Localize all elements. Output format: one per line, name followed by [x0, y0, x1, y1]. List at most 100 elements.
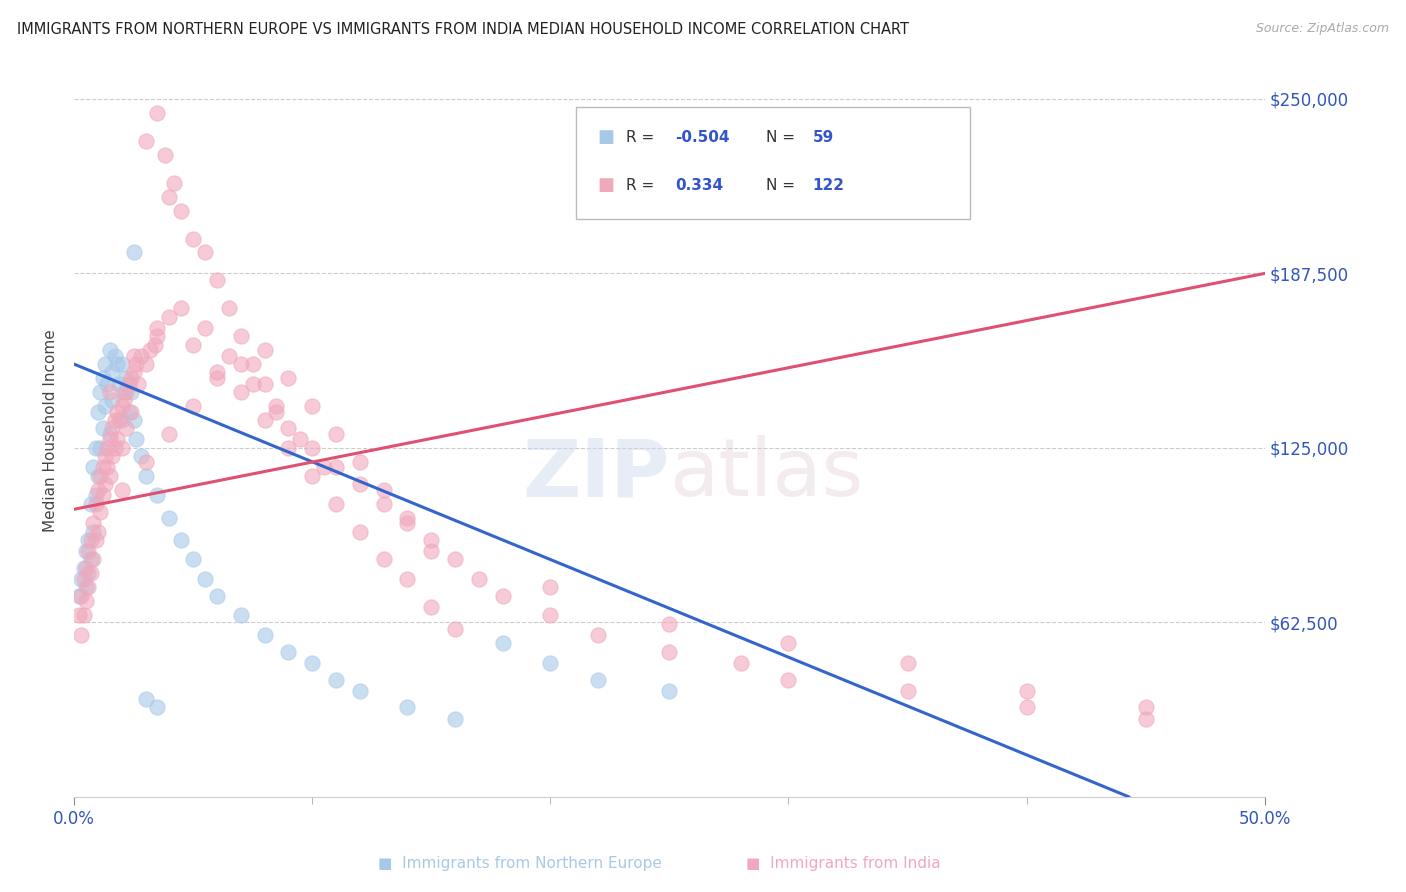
Point: [658, 644, 681, 658]
Point: [89, 468, 111, 483]
Text: ■: ■: [598, 128, 614, 146]
Point: [205, 273, 228, 287]
Point: [229, 357, 252, 371]
Point: [277, 421, 299, 435]
Point: [396, 516, 419, 531]
Point: [420, 599, 443, 614]
Point: [301, 399, 323, 413]
Point: [98, 343, 121, 358]
Point: [115, 384, 138, 399]
Point: [349, 524, 371, 539]
Point: [778, 636, 800, 650]
Point: [290, 433, 312, 447]
Point: [349, 455, 371, 469]
Point: [120, 404, 142, 418]
Point: [91, 371, 114, 385]
Point: [266, 399, 288, 413]
Point: [103, 441, 125, 455]
Point: [115, 371, 138, 385]
Point: [75, 561, 97, 575]
Point: [277, 441, 299, 455]
Point: [94, 399, 117, 413]
Point: [135, 134, 157, 148]
Point: [87, 483, 110, 497]
Point: [586, 628, 609, 642]
Point: [125, 357, 148, 371]
Point: [80, 533, 103, 547]
Point: [111, 357, 134, 371]
Point: [468, 572, 491, 586]
Point: [91, 421, 114, 435]
Point: [229, 384, 252, 399]
Point: [1015, 683, 1038, 698]
Point: [181, 552, 204, 566]
Point: [492, 636, 515, 650]
Point: [84, 533, 107, 547]
Point: [301, 656, 323, 670]
Point: [538, 656, 561, 670]
Text: N =: N =: [766, 129, 800, 145]
Point: [396, 510, 419, 524]
Point: [72, 572, 94, 586]
Point: [111, 413, 134, 427]
Point: [1015, 700, 1038, 714]
Point: [157, 310, 180, 324]
Point: [778, 673, 800, 687]
Point: [277, 644, 299, 658]
Point: [301, 441, 323, 455]
Point: [91, 460, 114, 475]
Point: [122, 349, 145, 363]
Point: [118, 404, 141, 418]
Point: [122, 245, 145, 260]
Point: [229, 329, 252, 343]
Point: [91, 488, 114, 502]
Point: [82, 524, 104, 539]
Point: [325, 460, 347, 475]
Point: [105, 404, 128, 418]
Point: [80, 497, 103, 511]
Point: [253, 376, 276, 391]
Point: [120, 384, 142, 399]
Point: [218, 301, 240, 316]
Point: [266, 404, 288, 418]
Point: [325, 497, 347, 511]
Point: [1135, 712, 1157, 726]
Point: [84, 441, 107, 455]
Point: [325, 426, 347, 441]
Point: [135, 357, 157, 371]
Point: [146, 321, 169, 335]
Point: [82, 460, 104, 475]
Point: [139, 343, 162, 358]
Point: [658, 616, 681, 631]
Point: [170, 301, 193, 316]
Point: [538, 581, 561, 595]
Point: [194, 321, 217, 335]
Point: [111, 483, 134, 497]
Point: [112, 393, 135, 408]
Point: [115, 421, 138, 435]
Text: IMMIGRANTS FROM NORTHERN EUROPE VS IMMIGRANTS FROM INDIA MEDIAN HOUSEHOLD INCOME: IMMIGRANTS FROM NORTHERN EUROPE VS IMMIG…: [17, 22, 908, 37]
Point: [77, 581, 100, 595]
Point: [67, 608, 90, 623]
Point: [82, 552, 104, 566]
Point: [420, 533, 443, 547]
Point: [72, 561, 94, 575]
Point: [80, 552, 103, 566]
Point: [96, 376, 118, 391]
Point: [314, 460, 336, 475]
Point: [101, 449, 124, 463]
Text: Source: ZipAtlas.com: Source: ZipAtlas.com: [1256, 22, 1389, 36]
Point: [75, 594, 97, 608]
Text: ZIP: ZIP: [522, 435, 669, 514]
Point: [373, 497, 395, 511]
Point: [146, 106, 169, 120]
Point: [444, 552, 467, 566]
Text: N =: N =: [766, 178, 800, 193]
Point: [75, 581, 97, 595]
Point: [122, 413, 145, 427]
Point: [80, 566, 103, 581]
Point: [218, 349, 240, 363]
Point: [70, 572, 93, 586]
Point: [242, 357, 264, 371]
Point: [127, 376, 149, 391]
